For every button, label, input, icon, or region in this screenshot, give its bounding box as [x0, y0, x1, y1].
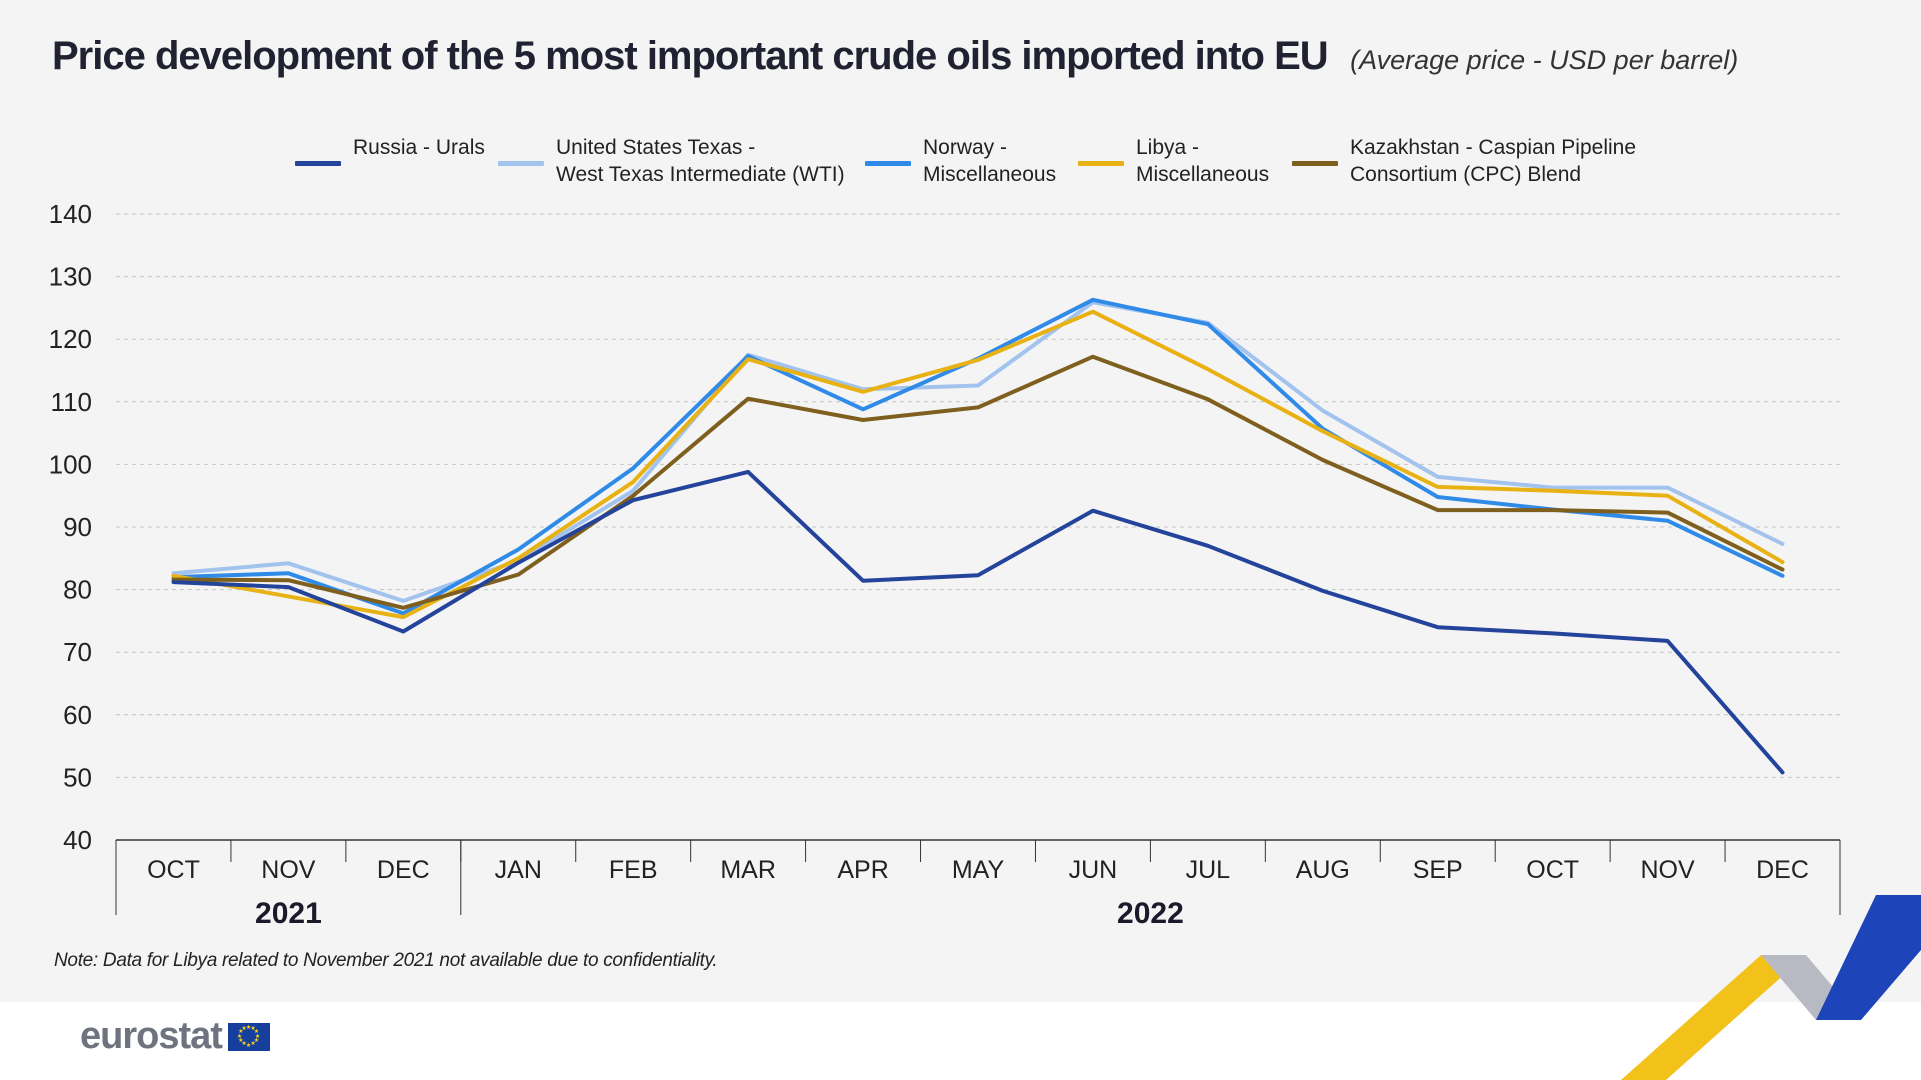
x-tick-label: JUL [1186, 856, 1231, 884]
x-tick-label: NOV [1641, 856, 1696, 884]
eu-flag-icon: ★ ★ ★ ★ ★ ★ ★ ★ ★ ★ ★ ★ [227, 1022, 270, 1051]
series-line [171, 300, 1785, 603]
y-tick-label: 80 [63, 575, 92, 605]
series-line [171, 469, 1785, 775]
x-tick-label: JUN [1069, 856, 1118, 884]
x-tick-label: FEB [609, 856, 658, 884]
legend-item-norway: Norway - Miscellaneous [865, 134, 1056, 188]
eu-flag-star: ★ [253, 1038, 260, 1044]
blue-ribbon [1816, 895, 1921, 1020]
yellow-ribbon [1621, 955, 1806, 1080]
corner-ribbon-decoration [1621, 895, 1921, 1080]
legend-item-wti: United States Texas - West Texas Interme… [498, 134, 845, 188]
y-tick-label: 50 [63, 762, 92, 792]
x-tick-label: DEC [1756, 856, 1809, 884]
x-tick-label: SEP [1413, 856, 1463, 884]
x-tick-label: APR [837, 856, 888, 884]
x-tick-label: JAN [495, 856, 542, 884]
legend-item-kazakhstan: Kazakhstan - Caspian Pipeline Consortium… [1292, 134, 1636, 188]
legend-swatch [1292, 161, 1338, 166]
legend-item-libya: Libya - Miscellaneous [1078, 134, 1269, 188]
x-tick-label: MAY [952, 856, 1005, 884]
year-label: 2021 [255, 897, 322, 930]
x-tick-label: OCT [1526, 856, 1579, 884]
y-tick-label: 130 [49, 262, 92, 292]
legend-swatch [295, 161, 341, 166]
x-tick-label: OCT [147, 856, 200, 884]
x-tick-label: NOV [261, 856, 316, 884]
y-tick-label: 140 [49, 199, 92, 229]
eu-flag-star: ★ [250, 1041, 256, 1048]
line-chart: 40 50 60 70 80 90 100 110 120 130 140 OCT NOV DEC JAN F… [49, 199, 1841, 930]
legend-item-russia: Russia - Urals [295, 134, 485, 166]
legend-swatch [865, 161, 911, 166]
footer [0, 1002, 1921, 1080]
eu-flag-star: ★ [245, 1024, 252, 1031]
y-tick-label: 40 [63, 825, 92, 855]
eu-flag-star: ★ [253, 1029, 260, 1035]
legend-swatch [498, 161, 544, 166]
eu-flag-star: ★ [250, 1025, 256, 1032]
legend-label: United States Texas - West Texas Interme… [556, 136, 845, 186]
eu-flag-star: ★ [245, 1042, 252, 1049]
chart-title: Price development of the 5 most importan… [52, 34, 1329, 78]
legend-label: Libya - Miscellaneous [1136, 136, 1270, 186]
eu-flag-star: ★ [241, 1025, 247, 1032]
eu-flag-star: ★ [254, 1033, 261, 1040]
eurostat-logo: eurostat ★ ★ ★ ★ ★ ★ ★ ★ ★ ★ ★ ★ [80, 1015, 270, 1058]
y-tick-label: 60 [63, 700, 92, 730]
year-label: 2022 [1117, 897, 1184, 930]
chart-title-row: Price development of the 5 most importan… [52, 34, 1738, 79]
eurostat-logo-text: eurostat [80, 1015, 223, 1057]
legend-label: Kazakhstan - Caspian Pipeline Consortium… [1350, 136, 1637, 186]
y-tick-label: 90 [63, 512, 92, 542]
eu-flag-star: ★ [238, 1029, 244, 1035]
eu-flag-star: ★ [238, 1038, 244, 1044]
y-tick-label: 100 [49, 449, 92, 479]
series-line [171, 297, 1785, 616]
chart-subtitle: (Average price - USD per barrel) [1350, 45, 1739, 75]
eu-flag-star: ★ [236, 1033, 243, 1040]
x-tick-label: MAR [720, 856, 776, 884]
series-line [171, 354, 1785, 610]
y-tick-label: 110 [51, 387, 92, 417]
x-tick-label: AUG [1296, 856, 1350, 884]
y-tick-label: 120 [49, 324, 92, 354]
legend-label: Russia - Urals [353, 136, 485, 159]
eu-flag-star: ★ [241, 1041, 247, 1048]
chart-note: Note: Data for Libya related to November… [54, 950, 718, 971]
legend-label: Norway - Miscellaneous [923, 136, 1057, 186]
chart-legend: Russia - Urals United States Texas - Wes… [0, 134, 1921, 204]
y-tick-label: 70 [63, 637, 92, 667]
legend-swatch [1078, 161, 1124, 166]
x-tick-label: DEC [377, 856, 430, 884]
series-line [171, 309, 1785, 620]
